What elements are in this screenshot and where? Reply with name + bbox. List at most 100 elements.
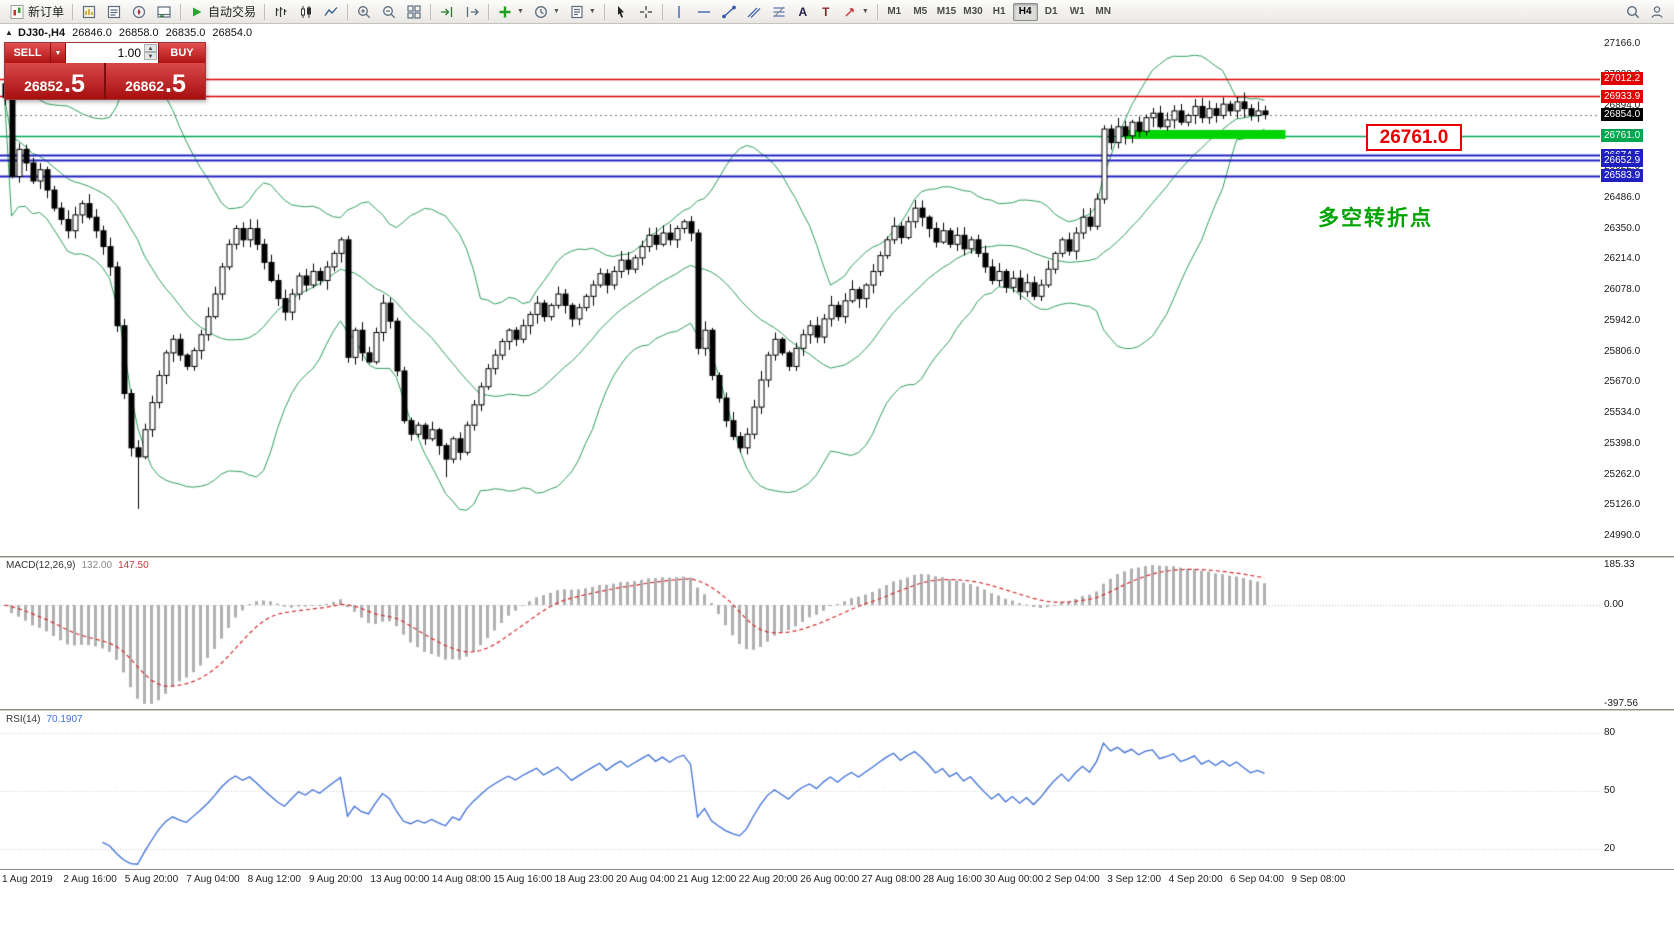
time-axis-label: 27 Aug 08:00 xyxy=(861,874,921,885)
macd-axis-label: 0.00 xyxy=(1604,599,1624,610)
timeframe-h1-button[interactable]: H1 xyxy=(992,6,1006,17)
macd-name: MACD(12,26,9) xyxy=(6,560,76,571)
new-order-button[interactable]: 新订单 xyxy=(5,2,68,22)
vertical-line-tool-button[interactable] xyxy=(667,2,691,22)
cursor-tool-button[interactable] xyxy=(609,2,633,22)
rsi-pane-label: RSI(14) 70.1907 xyxy=(6,714,83,725)
window-bottom-filler xyxy=(0,892,1674,949)
sell-price-button[interactable]: 26852 .5 xyxy=(5,63,106,99)
fibonacci-icon xyxy=(773,6,785,17)
templates-button[interactable]: ▼ xyxy=(565,2,600,22)
one-click-collapse-button[interactable]: ▲ xyxy=(5,28,13,37)
rsi-indicator-canvas[interactable] xyxy=(0,711,1600,868)
macd-value-main: 132.00 xyxy=(81,560,113,571)
toolbar-separator xyxy=(488,3,490,20)
order-type-dropdown[interactable]: ▼ xyxy=(51,43,66,63)
time-axis-label: 9 Aug 20:00 xyxy=(309,874,363,885)
candle-chart-mode-button[interactable] xyxy=(294,2,318,22)
macd-axis-label: -397.56 xyxy=(1604,698,1638,709)
timeframe-m30-button[interactable]: M30 xyxy=(963,6,983,17)
macd-pane-splitter[interactable] xyxy=(0,556,1674,558)
chart-shift-button[interactable] xyxy=(460,2,484,22)
label-tool-button[interactable]: T xyxy=(815,2,837,22)
rsi-pane-splitter[interactable] xyxy=(0,709,1674,711)
volume-spinner: ▲ ▼ xyxy=(144,44,157,60)
buy-price-pips: .5 xyxy=(165,69,186,98)
timeframe-w1-button[interactable]: W1 xyxy=(1069,6,1085,17)
price-tick-label: 26622.0 xyxy=(1604,161,1641,172)
timeframe-h4-button[interactable]: H4 xyxy=(1012,2,1038,21)
toolbar-separator xyxy=(347,3,349,20)
trendline-tool-button[interactable] xyxy=(717,2,741,22)
chart-text-annotation[interactable]: 多空转折点 xyxy=(1318,207,1433,230)
navigator-button[interactable] xyxy=(127,2,151,22)
price-level-label: 27012.2 xyxy=(1601,72,1644,86)
time-axis-label: 2 Sep 04:00 xyxy=(1045,874,1100,885)
time-axis-label: 15 Aug 16:00 xyxy=(493,874,553,885)
time-axis-label: 9 Sep 08:00 xyxy=(1291,874,1346,885)
timeframe-mn-button[interactable]: MN xyxy=(1095,6,1111,17)
arrows-tool-button[interactable]: ▼ xyxy=(838,2,873,22)
text-tool-button[interactable]: A xyxy=(792,2,814,22)
data-window-button[interactable] xyxy=(102,2,126,22)
time-axis-label: 26 Aug 00:00 xyxy=(800,874,860,885)
time-axis-label: 30 Aug 00:00 xyxy=(984,874,1044,885)
price-callout-label[interactable]: 26761.0 xyxy=(1366,124,1462,151)
volume-up-button[interactable]: ▲ xyxy=(144,44,157,52)
tile-windows-button[interactable] xyxy=(402,2,426,22)
periods-clock-icon xyxy=(535,5,547,18)
timeframe-m1-button[interactable]: M1 xyxy=(887,6,902,17)
navigator-icon xyxy=(132,5,146,18)
volume-input[interactable] xyxy=(66,43,158,63)
bar-chart-mode-button[interactable] xyxy=(269,2,293,22)
crosshair-tool-button[interactable] xyxy=(634,2,658,22)
price-level-label: 26652.9 xyxy=(1601,153,1644,167)
indicators-button[interactable]: ▼ xyxy=(493,2,528,22)
bar-chart-icon xyxy=(275,6,287,17)
time-axis-label: 2 Aug 16:00 xyxy=(63,874,117,885)
ohlc-low: 26835.0 xyxy=(165,27,206,39)
zoom-in-button[interactable] xyxy=(352,2,376,22)
terminal-button[interactable] xyxy=(152,2,176,22)
toolbar-separator xyxy=(430,3,432,20)
rsi-axis-label: 80 xyxy=(1604,727,1616,738)
ohlc-open: 26846.0 xyxy=(72,27,112,39)
search-button[interactable] xyxy=(1621,2,1645,22)
toolbar-right-group xyxy=(1621,2,1669,22)
timeframe-m5-button[interactable]: M5 xyxy=(913,6,928,17)
time-axis-label: 22 Aug 20:00 xyxy=(738,874,798,885)
market-watch-icon xyxy=(82,5,96,18)
auto-scroll-button[interactable] xyxy=(435,2,459,22)
new-order-label: 新订单 xyxy=(28,5,65,19)
timeframe-m15-button[interactable]: M15 xyxy=(936,6,957,17)
main-toolbar: 新订单 自动交易 ▼ ▼ ▼ A xyxy=(0,0,1674,24)
volume-down-button[interactable]: ▼ xyxy=(144,52,157,60)
channel-tool-button[interactable] xyxy=(742,2,766,22)
market-watch-button[interactable] xyxy=(77,2,101,22)
buy-price-button[interactable]: 26862 .5 xyxy=(106,63,205,99)
line-chart-mode-button[interactable] xyxy=(319,2,343,22)
price-tick-label: 26214.0 xyxy=(1604,253,1641,265)
time-axis-label: 1 Aug 2019 xyxy=(2,874,53,885)
macd-indicator-canvas[interactable] xyxy=(0,558,1600,709)
zoom-out-button[interactable] xyxy=(377,2,401,22)
buy-button[interactable]: BUY xyxy=(159,43,205,63)
price-tick-label: 25126.0 xyxy=(1604,499,1641,511)
trade-panel-controls: SELL ▼ ▲ ▼ BUY xyxy=(5,43,205,63)
time-axis[interactable]: 1 Aug 2019 2 Aug 16:00 5 Aug 20:00 7 Aug 04… xyxy=(0,869,1674,892)
time-axis-label: 21 Aug 12:00 xyxy=(677,874,737,885)
price-tick-label: 25670.0 xyxy=(1604,376,1641,388)
horizontal-line-tool-button[interactable] xyxy=(692,2,716,22)
periods-button[interactable]: ▼ xyxy=(529,2,564,22)
autotrading-icon xyxy=(193,7,202,16)
text-tool-icon: A xyxy=(798,4,808,19)
community-button[interactable] xyxy=(1645,2,1669,22)
auto-scroll-icon xyxy=(441,6,453,17)
sell-button[interactable]: SELL xyxy=(5,43,51,63)
autotrading-button[interactable]: 自动交易 xyxy=(185,2,260,22)
timeframe-d1-button[interactable]: D1 xyxy=(1044,6,1058,17)
price-tick-label: 25398.0 xyxy=(1604,437,1641,449)
zoom-out-icon xyxy=(383,5,396,18)
main-chart-canvas[interactable] xyxy=(0,24,1600,556)
fibonacci-tool-button[interactable] xyxy=(767,2,791,22)
